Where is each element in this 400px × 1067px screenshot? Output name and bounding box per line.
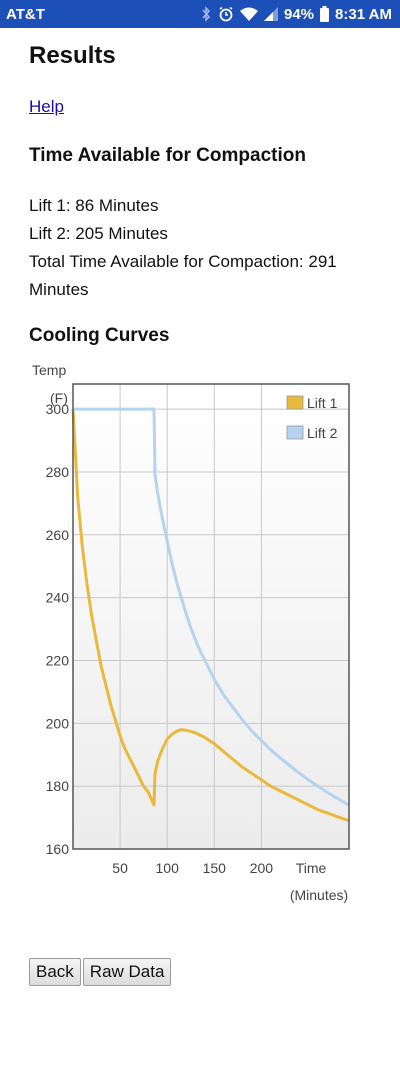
signal-icon (264, 7, 278, 21)
back-button[interactable]: Back (29, 958, 81, 986)
y-tick-label: 260 (46, 527, 70, 543)
battery-icon (320, 6, 330, 22)
status-bar: AT&T 94% 8:31 AM (0, 0, 400, 28)
x-tick-label: 200 (250, 860, 274, 876)
plot-background (73, 384, 349, 849)
y-tick-label: 280 (46, 464, 70, 480)
help-link[interactable]: Help (29, 97, 64, 116)
legend-label-1: Lift 1 (307, 395, 338, 411)
x-tick-label: 100 (156, 860, 180, 876)
lift2-result: Lift 2: 205 Minutes (29, 224, 168, 243)
y-axis-unit: (F) (50, 390, 68, 406)
x-axis-label: Time (296, 860, 327, 876)
y-axis-label: Temp (32, 362, 66, 378)
legend-swatch-2 (286, 425, 304, 440)
alarm-clock-icon (218, 6, 234, 22)
button-bar: Back Raw Data (29, 958, 172, 986)
series-line-2 (73, 407, 350, 807)
page-title: Results (29, 42, 116, 69)
clock-time: 8:31 AM (335, 5, 392, 23)
y-tick-label: 300 (46, 401, 70, 417)
status-icons: 94% 8:31 AM (200, 6, 392, 23)
section-heading-time: Time Available for Compaction (29, 145, 306, 166)
carrier-label: AT&T (6, 5, 45, 23)
bluetooth-icon (200, 6, 212, 22)
y-tick-label: 220 (46, 652, 70, 668)
chart-svg: 160 180 200 220 240 260 280 300 50 100 150 200 Temp (… (32, 362, 350, 903)
x-tick-label: 150 (203, 860, 227, 876)
x-tick-label: 50 (112, 860, 128, 876)
y-tick-label: 200 (46, 715, 70, 731)
x-axis-unit: (Minutes) (290, 887, 348, 903)
y-tick-label: 240 (46, 590, 70, 606)
section-heading-curves: Cooling Curves (29, 325, 170, 346)
plot-frame (72, 383, 350, 850)
raw-data-button[interactable]: Raw Data (82, 958, 172, 986)
legend-swatch-1 (286, 395, 304, 410)
lift1-result: Lift 1: 86 Minutes (29, 196, 159, 215)
battery-percent: 94% (284, 5, 315, 23)
total-result: Total Time Available for Compaction: 291… (29, 252, 337, 299)
legend-label-2: Lift 2 (307, 425, 338, 441)
y-tick-label: 160 (46, 841, 70, 857)
series-line-1 (71, 409, 350, 823)
y-tick-label: 180 (46, 778, 70, 794)
wifi-icon (240, 7, 258, 21)
